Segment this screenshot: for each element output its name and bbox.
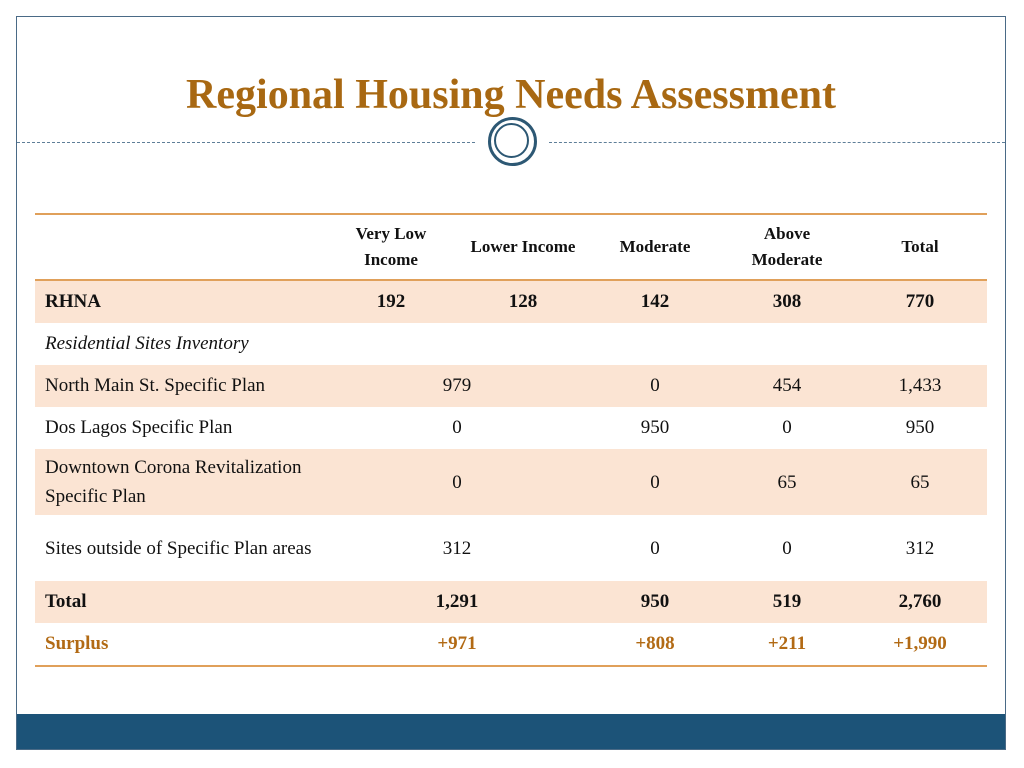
row-combined-low: 0 bbox=[325, 449, 589, 515]
row-moderate: 0 bbox=[589, 449, 721, 515]
rhna-lower: 128 bbox=[457, 280, 589, 323]
table-row: North Main St. Specific Plan 979 0 454 1… bbox=[35, 365, 987, 407]
total-row: Total 1,291 950 519 2,760 bbox=[35, 581, 987, 623]
rhna-moderate: 142 bbox=[589, 280, 721, 323]
table-row: Sites outside of Specific Plan areas 312… bbox=[35, 515, 987, 581]
header-above-moderate: Above Moderate bbox=[751, 224, 823, 269]
total-above-moderate: 519 bbox=[721, 581, 853, 623]
rhna-very-low: 192 bbox=[325, 280, 457, 323]
row-total: 312 bbox=[905, 537, 935, 559]
row-total: 65 bbox=[853, 449, 987, 515]
rhna-total: 770 bbox=[853, 280, 987, 323]
slide-title: Regional Housing Needs Assessment bbox=[186, 72, 836, 118]
title-divider-right bbox=[549, 142, 1005, 143]
surplus-row: Surplus +971 +808 +211 +1,990 bbox=[35, 623, 987, 666]
row-combined-low: 979 bbox=[325, 365, 589, 407]
sites-inventory-label: Residential Sites Inventory bbox=[45, 333, 249, 354]
header-lower-income: Lower Income bbox=[470, 237, 576, 256]
row-combined-low: 312 bbox=[442, 537, 472, 559]
rhna-above-moderate: 308 bbox=[721, 280, 853, 323]
row-moderate: 0 bbox=[589, 365, 721, 407]
row-moderate: 950 bbox=[640, 417, 670, 438]
surplus-above-moderate: +211 bbox=[767, 633, 807, 654]
rhna-row: RHNA 192 128 142 308 770 bbox=[35, 280, 987, 323]
row-label: North Main St. Specific Plan bbox=[35, 365, 325, 407]
header-empty bbox=[35, 214, 325, 280]
total-moderate: 950 bbox=[589, 581, 721, 623]
section-label-row: Residential Sites Inventory bbox=[35, 323, 987, 365]
surplus-moderate: +808 bbox=[635, 633, 675, 654]
surplus-combined-low: +971 bbox=[437, 633, 477, 654]
header-total: Total bbox=[901, 237, 939, 256]
row-above-moderate: 454 bbox=[721, 365, 853, 407]
row-label: Downtown Corona Revitalization Specific … bbox=[35, 449, 325, 515]
row-total: 1,433 bbox=[853, 365, 987, 407]
header-very-low-income: Very Low Income bbox=[355, 224, 427, 269]
rhna-table: Very Low Income Lower Income Moderate Ab… bbox=[35, 213, 987, 667]
surplus-total: +1,990 bbox=[893, 633, 947, 654]
row-label: Sites outside of Specific Plan areas bbox=[45, 537, 312, 559]
header-moderate: Moderate bbox=[619, 237, 691, 256]
divider-circle-ornament bbox=[488, 117, 537, 166]
total-combined-low: 1,291 bbox=[325, 581, 589, 623]
table-row: Downtown Corona Revitalization Specific … bbox=[35, 449, 987, 515]
row-above-moderate: 65 bbox=[721, 449, 853, 515]
rhna-label: RHNA bbox=[35, 280, 325, 323]
footer-band bbox=[17, 714, 1005, 749]
total-label: Total bbox=[35, 581, 325, 623]
row-total: 950 bbox=[905, 417, 935, 438]
table-header-row: Very Low Income Lower Income Moderate Ab… bbox=[35, 214, 987, 280]
surplus-label: Surplus bbox=[45, 633, 109, 654]
row-combined-low: 0 bbox=[452, 417, 462, 438]
title-divider-left bbox=[17, 142, 475, 143]
table-row: Dos Lagos Specific Plan 0 950 0 950 bbox=[35, 407, 987, 449]
row-above-moderate: 0 bbox=[782, 537, 792, 559]
row-above-moderate: 0 bbox=[782, 417, 792, 438]
total-total: 2,760 bbox=[853, 581, 987, 623]
row-label: Dos Lagos Specific Plan bbox=[45, 417, 233, 438]
slide: Regional Housing Needs Assessment Very L… bbox=[16, 16, 1006, 750]
row-moderate: 0 bbox=[650, 537, 660, 559]
